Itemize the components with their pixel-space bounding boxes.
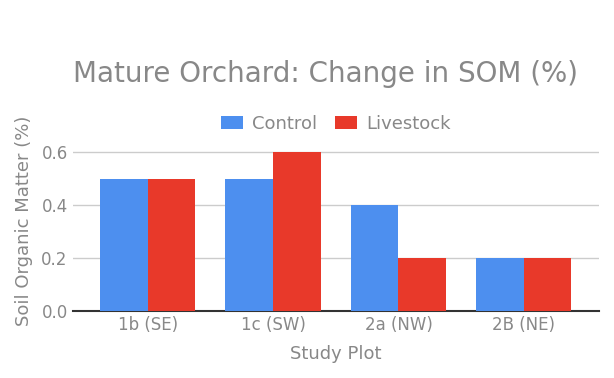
Legend: Control, Livestock: Control, Livestock — [214, 108, 457, 140]
Bar — [351, 205, 398, 311]
Bar — [476, 258, 524, 311]
Bar — [273, 152, 321, 311]
Bar — [148, 179, 195, 311]
Bar — [100, 179, 148, 311]
Bar — [225, 179, 273, 311]
Bar — [398, 258, 446, 311]
X-axis label: Study Plot: Study Plot — [290, 345, 381, 363]
Y-axis label: Soil Organic Matter (%): Soil Organic Matter (%) — [15, 116, 33, 326]
Bar — [524, 258, 572, 311]
Text: Mature Orchard: Change in SOM (%): Mature Orchard: Change in SOM (%) — [72, 60, 578, 88]
